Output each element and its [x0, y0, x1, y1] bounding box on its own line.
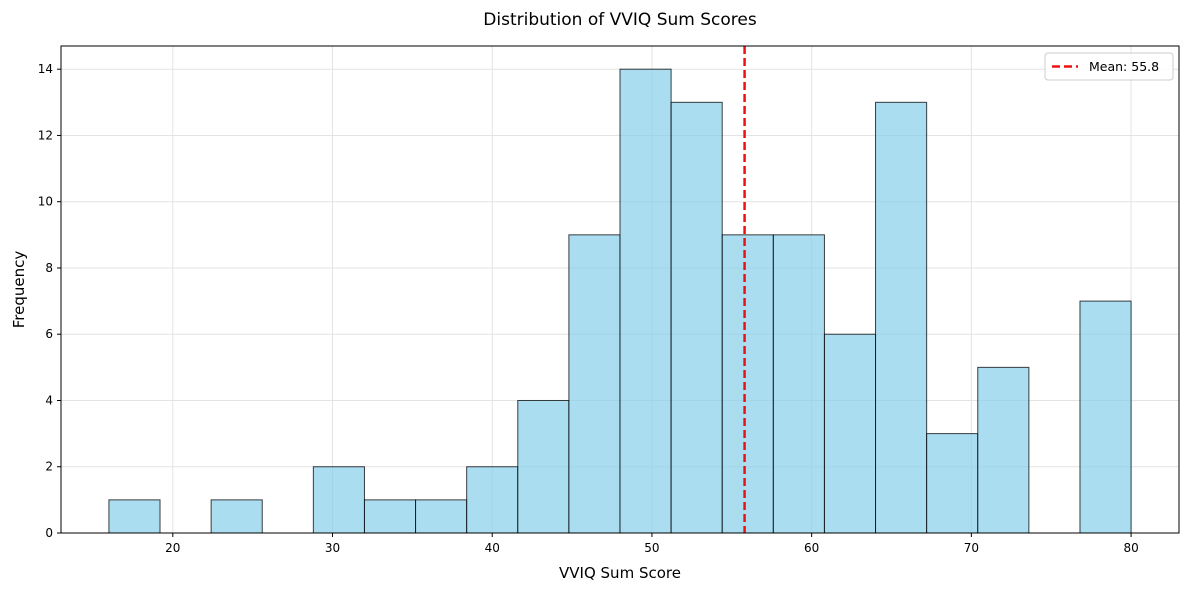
x-tick-label: 50: [644, 541, 659, 555]
histogram-bar: [466, 466, 519, 534]
histogram-bar: [823, 333, 877, 534]
histogram-bar: [772, 234, 825, 534]
histogram-bar: [108, 499, 161, 534]
histogram-bar: [210, 499, 263, 534]
histogram-bar: [363, 499, 417, 534]
histogram-bar: [517, 399, 570, 534]
histogram-bar: [875, 101, 928, 534]
histogram-bar: [926, 433, 979, 534]
x-tick-label: 30: [325, 541, 340, 555]
histogram-bar: [568, 234, 621, 534]
plot-frame: [60, 45, 1180, 534]
y-tick-label: 12: [38, 128, 53, 142]
histogram-bar: [721, 234, 774, 534]
y-tick-label: 0: [45, 526, 53, 540]
histogram-bar: [1079, 300, 1132, 534]
y-tick-label: 14: [38, 62, 53, 76]
histogram-bar: [415, 499, 468, 534]
histogram-bar: [619, 68, 672, 534]
histogram-bar: [670, 101, 723, 534]
y-tick-label: 4: [45, 393, 53, 407]
x-tick-label: 80: [1123, 541, 1138, 555]
axis-ticks: 20 30 40 50 60 70 80 0 2 4 6 8 10 12 14: [38, 62, 1139, 555]
x-tick-label: 20: [165, 541, 180, 555]
chart-title: Distribution of VVIQ Sum Scores: [483, 10, 757, 30]
legend: Mean: 55.8: [1044, 52, 1174, 81]
histogram-bars: [108, 68, 1132, 534]
x-tick-label: 60: [804, 541, 819, 555]
legend-box: [1044, 52, 1174, 81]
y-tick-label: 2: [45, 460, 53, 474]
legend-label-mean: Mean: 55.8: [1089, 59, 1159, 74]
y-tick-label: 6: [45, 327, 53, 341]
histogram-bar: [312, 466, 365, 534]
histogram-bar: [977, 366, 1030, 534]
x-tick-label: 70: [964, 541, 979, 555]
x-axis-title: VVIQ Sum Score: [559, 564, 681, 582]
y-tick-label: 8: [45, 261, 53, 275]
y-tick-label: 10: [38, 195, 53, 209]
x-tick-label: 40: [485, 541, 500, 555]
y-axis-title: Frequency: [10, 251, 28, 329]
